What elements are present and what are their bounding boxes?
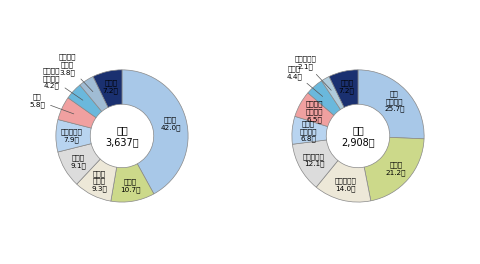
Wedge shape [77,159,117,201]
Text: 複合サー
ビス事業
6.5％: 複合サー ビス事業 6.5％ [305,101,323,122]
Text: 飲食店
・宿泊業
6.8％: 飲食店 ・宿泊業 6.8％ [299,121,317,143]
Text: 卸売
・小売業
25.7％: 卸売 ・小売業 25.7％ [384,90,405,112]
Text: 複合サー
ビス事業
4.2％: 複合サー ビス事業 4.2％ [42,68,83,100]
Wedge shape [68,85,102,118]
Text: 女子
2,908人: 女子 2,908人 [341,125,375,147]
Wedge shape [58,144,100,184]
Wedge shape [308,81,340,115]
Wedge shape [322,77,344,110]
Wedge shape [292,116,328,144]
Wedge shape [358,70,424,139]
Text: サービス業
14.0％: サービス業 14.0％ [335,178,357,192]
Text: その他
7.2％: その他 7.2％ [103,80,119,94]
Text: 男子
3,637人: 男子 3,637人 [105,125,139,147]
Text: 運輸業
4.4％: 運輸業 4.4％ [286,65,323,96]
Wedge shape [111,164,154,202]
Wedge shape [56,120,91,152]
Text: 製造業
42.0％: 製造業 42.0％ [160,116,181,131]
Text: 医療・福祉
12.1％: 医療・福祉 12.1％ [303,153,325,167]
Wedge shape [93,70,122,107]
Text: 建設業
9.1％: 建設業 9.1％ [71,154,86,168]
Text: サービス業
7.9％: サービス業 7.9％ [61,129,83,143]
Wedge shape [58,98,96,128]
Wedge shape [80,77,108,111]
Text: 運輸業
10.7％: 運輸業 10.7％ [120,178,141,193]
Text: 卸売・
小売業
9.3％: 卸売・ 小売業 9.3％ [92,170,108,192]
Text: 飲食店・
宿泊業
3.8％: 飲食店・ 宿泊業 3.8％ [59,54,93,92]
Text: 公務
5.8％: 公務 5.8％ [29,93,74,114]
Wedge shape [295,93,334,126]
Wedge shape [316,161,371,202]
Wedge shape [364,137,424,201]
Wedge shape [122,70,188,194]
Text: 製造業
21.2％: 製造業 21.2％ [386,162,407,176]
Text: その他
7.2％: その他 7.2％ [339,80,355,94]
Text: 金融・保険
2.1％: 金融・保険 2.1％ [294,55,331,90]
Wedge shape [292,140,338,187]
Wedge shape [329,70,358,107]
